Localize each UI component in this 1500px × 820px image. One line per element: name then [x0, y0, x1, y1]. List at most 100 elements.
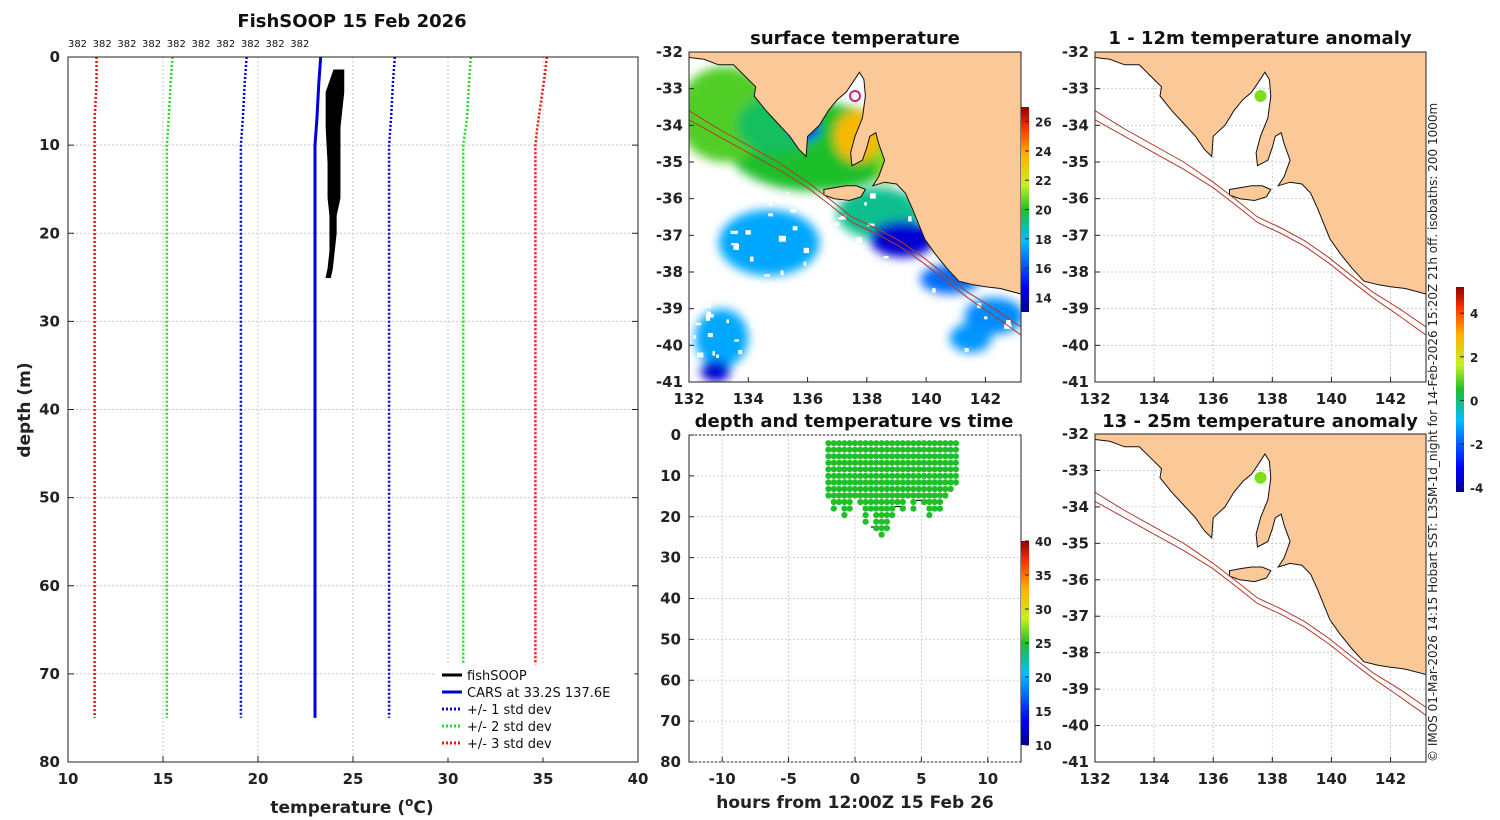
cast-sample-point: [894, 492, 901, 499]
sst-cloud-pixel: [894, 363, 898, 367]
profile-line-cars-at-33-2s-137-6e: [313, 56, 323, 718]
cast-sample-point: [899, 479, 906, 486]
sst-cloud-pixel: [733, 379, 740, 382]
cast-sample-point: [936, 459, 944, 466]
cast-sample-point: [936, 498, 944, 506]
cast-sample-point: [926, 492, 933, 499]
cast-sample-point: [921, 446, 928, 453]
cast-sample-point: [836, 498, 843, 506]
sst-cloud-pixel: [712, 351, 715, 356]
boat-location-marker: [849, 90, 861, 102]
anomaly-13-25m-ytick-label: -37: [1062, 607, 1089, 625]
cast-sample-point: [936, 479, 944, 486]
cast-sample-point: [851, 446, 859, 453]
cast-sample-point: [931, 459, 938, 466]
cast-sample-point: [841, 466, 848, 473]
cast-sample-point: [878, 453, 885, 460]
timeseries-colorbar-tick-label: 20: [1035, 671, 1052, 685]
sst-cloud-pixel: [724, 287, 730, 291]
cast-sample-point: [851, 459, 859, 466]
cast-sample-point: [905, 459, 912, 466]
sst-cloud-pixel: [689, 289, 694, 292]
profile-xtick-label: 10: [58, 770, 79, 788]
sst-cloud-pixel: [801, 362, 808, 365]
cast-sample-point: [910, 505, 917, 512]
sst-cloud-pixel: [803, 261, 807, 266]
sst-cloud-pixel: [745, 230, 751, 235]
sst-pixel-patch: [949, 323, 992, 353]
cast-sample-point: [889, 492, 896, 499]
cast-sample-point: [883, 479, 891, 486]
sst-cloud-pixel: [786, 191, 789, 194]
cast-sample-point: [857, 485, 864, 493]
anomaly-13-25m-isobath-200: [1095, 491, 1426, 708]
cast-sample-point: [825, 453, 832, 460]
cast-sample-point: [846, 459, 853, 466]
cast-sample-point: [926, 479, 933, 486]
anomaly-1-12m-ytick-label: -35: [1062, 153, 1089, 171]
cast-sample-point: [905, 466, 912, 473]
anomaly-1-12m-ytick-label: -34: [1062, 116, 1089, 134]
cast-sample-point: [921, 498, 928, 506]
sst-xtick-label: 134: [733, 390, 764, 408]
timeseries-xtick-label: 0: [850, 770, 860, 788]
sst-cloud-pixel: [760, 307, 767, 312]
cast-sample-point: [862, 492, 869, 499]
sst-cloud-pixel: [723, 295, 730, 298]
anomaly-13-25m-ytick-label: -36: [1062, 571, 1089, 589]
sst-cloud-pixel: [693, 335, 697, 339]
timeseries-colorbar-tick-label: 40: [1035, 535, 1052, 549]
profile-series: [93, 56, 549, 718]
cast-sample-point: [878, 446, 885, 453]
sst-cloud-pixel: [838, 241, 843, 247]
cast-sample-point: [931, 472, 938, 479]
cast-sample-point: [921, 479, 928, 486]
anomaly-1-12m-xtick-label: 134: [1138, 390, 1169, 408]
cast-sample-point: [830, 453, 837, 460]
cast-count-label: 382: [191, 39, 210, 50]
sst-cloud-pixel: [803, 247, 809, 254]
cast-sample-point: [867, 505, 875, 512]
sst-cloud-pixel: [755, 281, 760, 284]
sst-cloud-pixel: [840, 276, 848, 279]
sst-ytick-label: -41: [656, 373, 683, 391]
sst-ytick-label: -34: [656, 116, 683, 134]
cast-sample-point: [899, 453, 906, 460]
timeseries-panel: depth and temperature vs time -10 -5 0 5 10 0…: [660, 411, 1052, 813]
cast-sample-point: [836, 485, 843, 493]
cast-sample-point: [915, 485, 922, 493]
cast-sample-point: [841, 498, 848, 506]
timeseries-xtick-label: -10: [709, 770, 736, 788]
anomaly-13-25m-xtick-label: 136: [1198, 770, 1229, 788]
cast-sample-point: [910, 479, 917, 486]
sst-cloud-pixel: [854, 248, 861, 254]
sst-cloud-pixel: [815, 364, 821, 368]
anomaly-colorbar-tick-label: 2: [1470, 351, 1478, 365]
timeseries-ytick-label: 30: [660, 549, 681, 567]
sst-ytick-label: -38: [656, 263, 683, 281]
cast-sample-point: [862, 505, 869, 512]
cast-sample-point: [889, 472, 896, 479]
sst-cloud-pixel: [875, 325, 883, 331]
profile-ytick-label: 40: [39, 401, 60, 419]
cast-sample-point: [947, 466, 954, 473]
cast-sample-point: [857, 492, 864, 499]
sst-cloud-pixel: [716, 354, 719, 358]
cast-sample-point: [899, 472, 906, 479]
anomaly-colorbar-ticks: -4 -2 0 2 4: [1460, 307, 1483, 496]
cast-sample-point: [878, 479, 885, 486]
profile-line--3-std-dev: [93, 57, 98, 718]
anomaly-13-25m-xtick-label: 138: [1257, 770, 1288, 788]
cast-sample-point: [899, 440, 906, 447]
cast-sample-point: [942, 440, 949, 447]
cast-sample-point: [942, 492, 949, 499]
sst-cloud-pixel: [698, 274, 705, 280]
cast-sample-point: [846, 440, 853, 447]
cast-sample-point: [867, 485, 875, 493]
profile-xtick-label: 25: [343, 770, 364, 788]
sst-cloud-pixel: [836, 285, 839, 291]
sst-cloud-pixel: [836, 277, 839, 283]
sst-cloud-pixel: [690, 195, 696, 199]
sst-cloud-pixel: [896, 365, 901, 368]
sst-cloud-pixel: [747, 372, 756, 379]
